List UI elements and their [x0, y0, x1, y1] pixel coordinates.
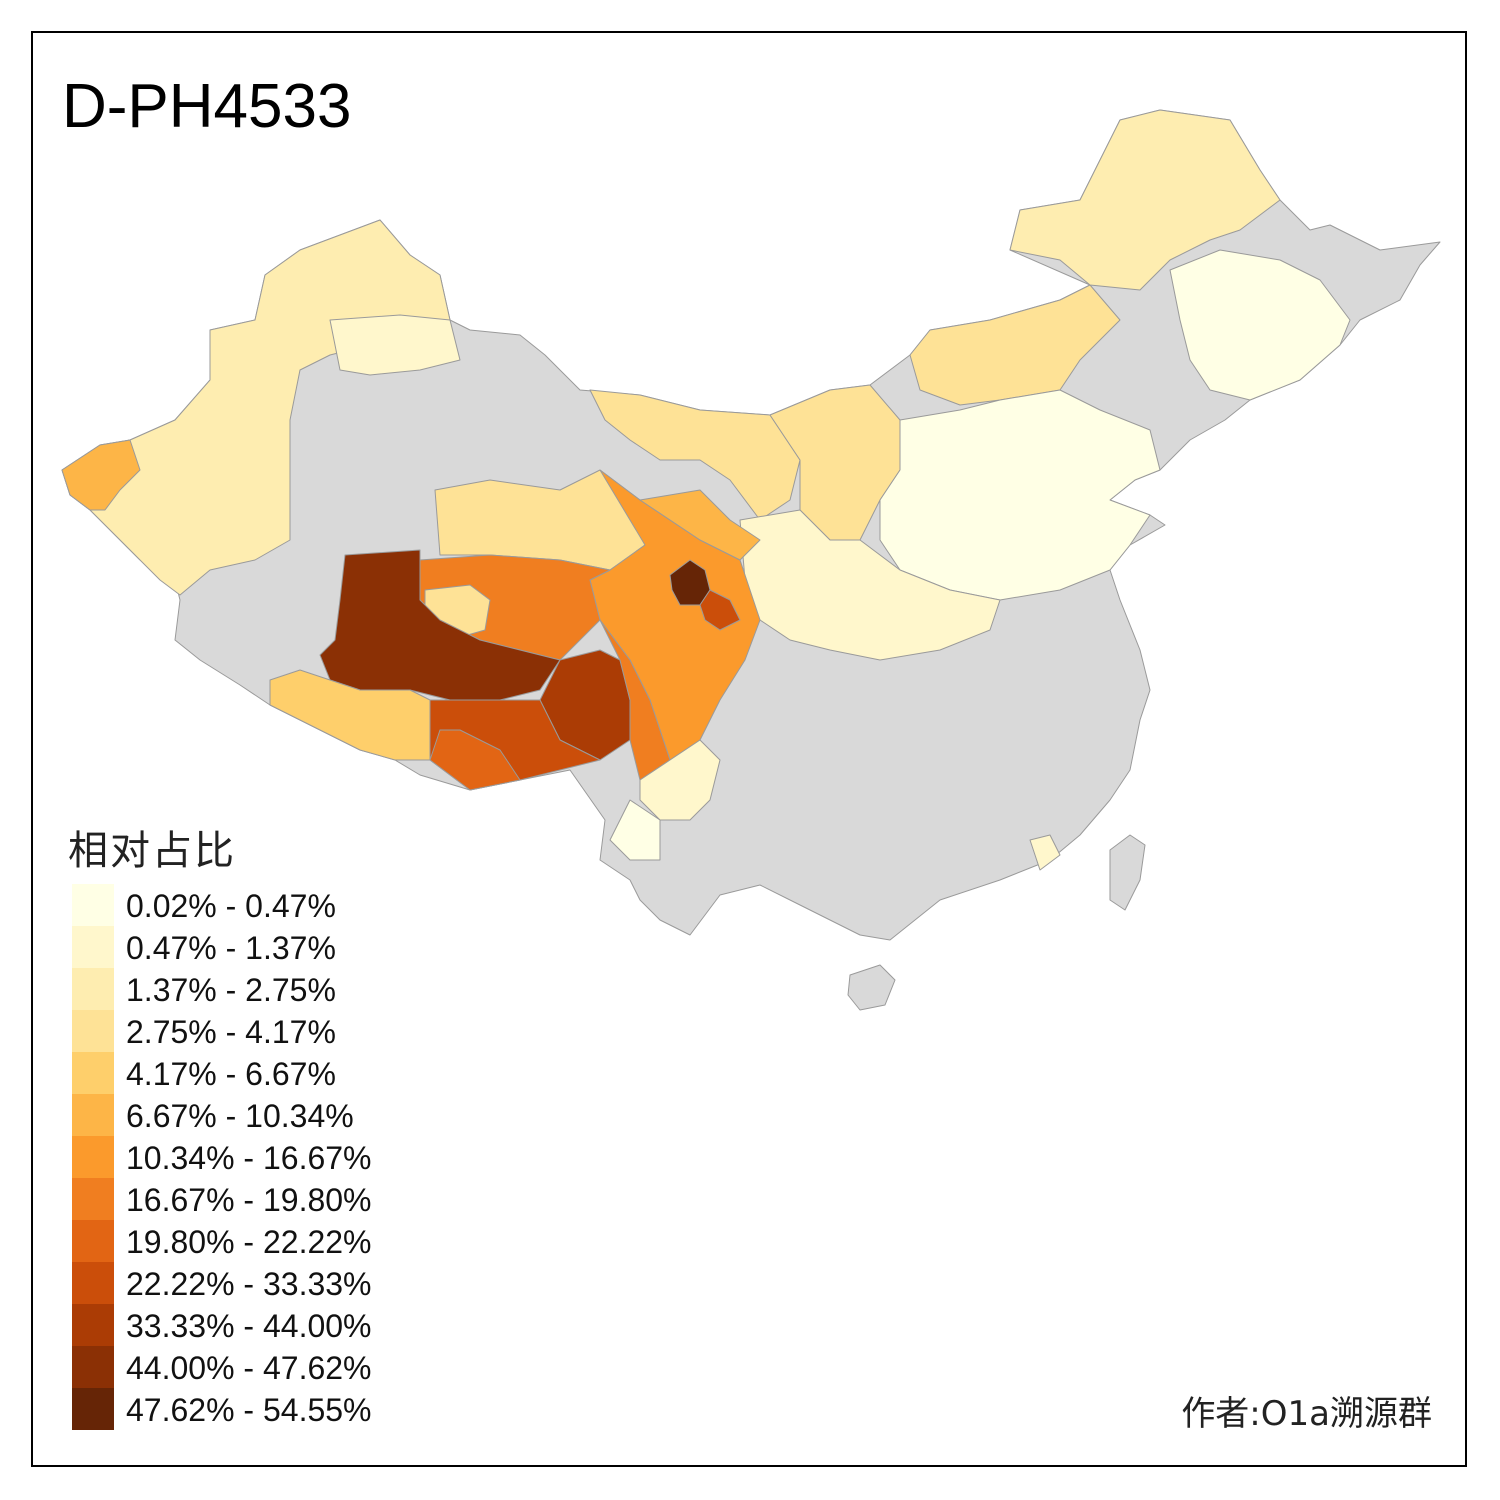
legend-swatch — [72, 926, 114, 968]
region-hainan — [847, 964, 896, 1011]
author-credit: 作者:O1a溯源群 — [1181, 1394, 1432, 1434]
legend-swatch — [72, 968, 114, 1010]
legend-swatch — [72, 1010, 114, 1052]
legend-swatch — [72, 1178, 114, 1220]
legend-swatch — [72, 1136, 114, 1178]
map-frame — [31, 31, 1467, 1467]
legend-label: 1.37% - 2.75% — [126, 972, 336, 1008]
region-northeast-pale — [1169, 249, 1351, 401]
region-yunnan-west — [609, 799, 661, 861]
legend-item: 44.00% - 47.62% — [72, 1346, 432, 1388]
legend-item: 22.22% - 33.33% — [72, 1262, 432, 1304]
legend-label: 33.33% - 44.00% — [126, 1308, 372, 1344]
legend-item: 19.80% - 22.22% — [72, 1220, 432, 1262]
legend-title: 相对占比 — [68, 828, 236, 874]
legend: 0.02% - 0.47% 0.47% - 1.37% 1.37% - 2.75% 2… — [72, 884, 432, 1430]
legend-swatch — [72, 1388, 114, 1430]
region-kashgar — [61, 439, 141, 511]
legend-label: 2.75% - 4.17% — [126, 1014, 336, 1050]
legend-swatch — [72, 884, 114, 926]
region-heilongjiang-north — [1009, 109, 1281, 291]
legend-item: 33.33% - 44.00% — [72, 1304, 432, 1346]
legend-item: 10.34% - 16.67% — [72, 1136, 432, 1178]
legend-label: 6.67% - 10.34% — [126, 1098, 354, 1134]
legend-swatch — [72, 1346, 114, 1388]
legend-label: 22.22% - 33.33% — [126, 1266, 372, 1302]
legend-swatch — [72, 1052, 114, 1094]
legend-label: 10.34% - 16.67% — [126, 1140, 372, 1176]
legend-item: 4.17% - 6.67% — [72, 1052, 432, 1094]
legend-item: 6.67% - 10.34% — [72, 1094, 432, 1136]
region-tibet-southwest — [269, 669, 431, 761]
region-fujian-spot — [1029, 834, 1061, 871]
legend-label: 19.80% - 22.22% — [126, 1224, 372, 1260]
region-north-china — [879, 389, 1161, 601]
legend-item: 16.67% - 19.80% — [72, 1178, 432, 1220]
legend-swatch — [72, 1262, 114, 1304]
legend-item: 0.02% - 0.47% — [72, 884, 432, 926]
region-gansu-orange — [639, 489, 761, 561]
legend-label: 4.17% - 6.67% — [126, 1056, 336, 1092]
legend-label: 0.47% - 1.37% — [126, 930, 336, 966]
region-inner-mongolia-east — [909, 284, 1121, 406]
region-ningxia-ring — [699, 589, 741, 631]
legend-item: 0.47% - 1.37% — [72, 926, 432, 968]
legend-item: 1.37% - 2.75% — [72, 968, 432, 1010]
legend-label: 0.02% - 0.47% — [126, 888, 336, 924]
legend-swatch — [72, 1220, 114, 1262]
region-xinjiang-east-strip — [329, 314, 461, 376]
legend-label: 47.62% - 54.55% — [126, 1392, 372, 1428]
region-tibet-south-orange — [429, 729, 521, 791]
legend-swatch — [72, 1304, 114, 1346]
legend-item: 2.75% - 4.17% — [72, 1010, 432, 1052]
legend-swatch — [72, 1094, 114, 1136]
region-taiwan — [1109, 834, 1146, 911]
map-title: D-PH4533 — [62, 72, 352, 141]
legend-label: 16.67% - 19.80% — [126, 1182, 372, 1218]
region-central-pale — [739, 509, 1001, 661]
legend-item: 47.62% - 54.55% — [72, 1388, 432, 1430]
legend-label: 44.00% - 47.62% — [126, 1350, 372, 1386]
region-yunnan-pale — [639, 739, 721, 821]
